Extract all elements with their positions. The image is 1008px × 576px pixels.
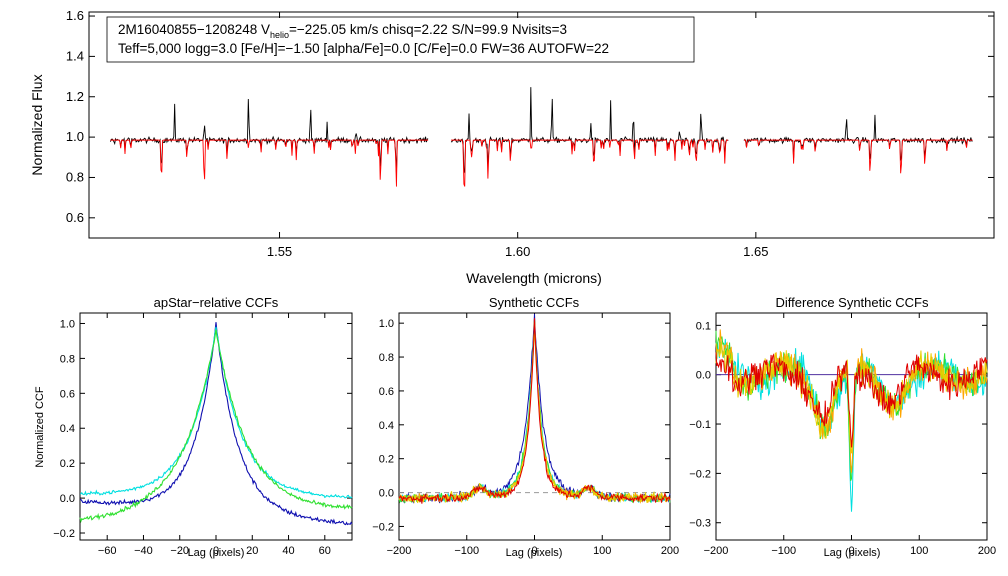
spectrum-frame (88, 11, 995, 239)
spectrum-xlabel: Wavelength (microns) (466, 270, 602, 286)
x-tick-label: 60 (319, 545, 331, 557)
y-tick-label: 0.4 (60, 423, 75, 435)
x-tick-label: −100 (771, 545, 796, 557)
spectrum-ylabel: Normalized Flux (29, 74, 45, 175)
ccf-series-cyan (79, 326, 353, 499)
x-tick-label: −100 (454, 545, 479, 557)
y-tick-label: 0.0 (60, 493, 75, 505)
model-spectrum-chip (451, 138, 729, 187)
y-tick-label: 1.0 (379, 318, 394, 330)
spectrum-lines (110, 87, 973, 187)
y-tick-label: −0.1 (689, 419, 711, 431)
x-tick-label: 100 (593, 545, 611, 557)
ccf-series-blue (79, 322, 353, 526)
difference-series-yellow (715, 342, 988, 454)
spectrum-legend-line1: 2M16040855−1208248 Vhelio=−225.05 km/s c… (118, 22, 567, 40)
apstar-ccf-axis-ticks: −60 −40 −20 0 20 40 60 −0.2 0.0 0.2 0.4 0.6 0.8 1.0 (53, 313, 352, 557)
spectrum-legend-box (106, 16, 695, 63)
synthetic-ccf-frame (398, 312, 671, 541)
apstar-ccf-xlabel: Lag (pixels) (188, 547, 245, 559)
y-tick-label: 0.0 (696, 370, 711, 382)
y-tick-label: 0.4 (379, 420, 394, 432)
difference-series-red (715, 352, 988, 448)
model-spectrum-chip (110, 138, 429, 187)
y-tick-label: 0.6 (60, 388, 75, 400)
synthetic-ccf-title: Synthetic CCFs (489, 295, 580, 310)
x-tick-label: 200 (661, 545, 679, 557)
y-tick-label: 0.8 (379, 352, 394, 364)
difference-ccf-axis-ticks: −200 −100 0 100 200 −0.3 −0.2 −0.1 0.0 0.1 (689, 313, 996, 557)
x-tick-label: 200 (978, 545, 996, 557)
y-tick-label: 0.2 (60, 458, 75, 470)
difference-series-green (715, 330, 988, 481)
y-tick-label: 1.0 (60, 318, 75, 330)
y-tick-label: 0.6 (379, 386, 394, 398)
x-tick-label: −20 (170, 545, 189, 557)
spectrum-axis-ticks: 1.55 1.60 1.65 0.6 0.8 1.0 1.2 1.4 1.6 (66, 8, 994, 259)
x-tick-label: −200 (387, 545, 412, 557)
y-tick-label: 1.6 (66, 8, 84, 23)
y-tick-label: 0.8 (60, 353, 75, 365)
y-tick-label: 0.0 (379, 488, 394, 500)
y-tick-label: −0.2 (53, 528, 75, 540)
x-tick-label: 1.55 (267, 244, 292, 259)
apstar-ccf-panel: apStar−relative CCFs Lag (pixels) Normal… (34, 295, 353, 559)
synthetic-series-yellow (398, 318, 671, 504)
synthetic-series-orange (398, 320, 671, 504)
x-tick-label: −40 (134, 545, 153, 557)
difference-ccf-xlabel: Lag (pixels) (824, 547, 881, 559)
y-tick-label: 0.6 (66, 210, 84, 225)
x-tick-label: 0 (848, 545, 854, 557)
difference-ccf-title: Difference Synthetic CCFs (776, 295, 929, 310)
model-spectrum-chip (743, 139, 973, 174)
synthetic-ccf-axis-ticks: −200 −100 0 100 200 −0.2 0.0 0.2 0.4 0.6 0.8 1.0 (372, 313, 679, 557)
y-tick-label: −0.3 (689, 518, 711, 530)
synthetic-series-red (398, 318, 671, 504)
apstar-ccf-title: apStar−relative CCFs (154, 295, 279, 310)
observed-spectrum-chip (450, 87, 729, 174)
synthetic-ccf-lines (398, 313, 671, 504)
y-tick-label: 1.4 (66, 48, 84, 63)
y-tick-label: −0.2 (689, 468, 711, 480)
synthetic-ccf-panel: Synthetic CCFs Lag (pixels) −200 −100 0 100… (372, 295, 679, 559)
observed-spectrum-chip (743, 114, 973, 161)
difference-series-cyan (715, 338, 988, 512)
apstar-ccf-frame (79, 312, 353, 541)
ccf-series-green (79, 329, 353, 524)
x-tick-label: −200 (704, 545, 729, 557)
x-tick-label: 100 (910, 545, 928, 557)
synthetic-series-green (398, 319, 671, 504)
x-tick-label: −60 (98, 545, 117, 557)
y-tick-label: 1.2 (66, 89, 84, 104)
y-tick-label: 0.2 (379, 454, 394, 466)
y-tick-label: 1.0 (66, 129, 84, 144)
difference-ccf-lines (715, 329, 988, 512)
y-tick-label: −0.2 (372, 521, 394, 533)
x-tick-label: 20 (246, 545, 258, 557)
synthetic-series-cyan (398, 320, 671, 504)
x-tick-label: 1.60 (505, 244, 530, 259)
y-tick-label: 0.8 (66, 169, 84, 184)
spectrum-legend-line2: Teff=5,000 logg=3.0 [Fe/H]=−1.50 [alpha/… (118, 41, 609, 56)
y-tick-label: 0.1 (696, 320, 711, 332)
synthetic-series-blue (398, 313, 671, 504)
observed-spectrum-chip (110, 99, 429, 174)
synthetic-ccf-xlabel: Lag (pixels) (506, 547, 563, 559)
difference-ccf-panel: Difference Synthetic CCFs Lag (pixels) −… (689, 295, 996, 559)
x-tick-label: 0 (531, 545, 537, 557)
x-tick-label: 0 (213, 545, 219, 557)
x-tick-label: 1.65 (743, 244, 768, 259)
spectrum-panel: 2M16040855−1208248 Vhelio=−225.05 km/s c… (29, 8, 995, 286)
x-tick-label: 40 (282, 545, 294, 557)
apstar-ccf-lines (79, 322, 353, 526)
apstar-ccf-ylabel: Normalized CCF (34, 386, 46, 468)
